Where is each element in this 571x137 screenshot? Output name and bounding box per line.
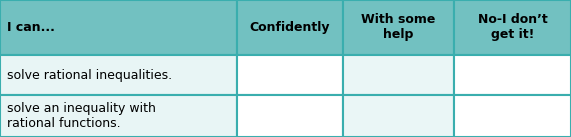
Bar	[237, 0, 343, 55]
Bar	[343, 55, 454, 95]
Text: No-I don’t
get it!: No-I don’t get it!	[477, 13, 548, 41]
Text: solve an inequality with
rational functions.: solve an inequality with rational functi…	[7, 102, 156, 130]
Bar	[454, 55, 571, 95]
Bar	[237, 95, 343, 137]
Bar	[0, 55, 237, 95]
Bar	[343, 95, 454, 137]
Bar	[237, 55, 343, 95]
Text: I can...: I can...	[7, 21, 55, 34]
Bar	[0, 0, 237, 55]
Text: solve rational inequalities.: solve rational inequalities.	[7, 68, 172, 82]
Bar	[343, 0, 454, 55]
Bar	[454, 95, 571, 137]
Bar	[454, 0, 571, 55]
Bar	[0, 95, 237, 137]
Text: Confidently: Confidently	[250, 21, 330, 34]
Text: With some
help: With some help	[361, 13, 436, 41]
